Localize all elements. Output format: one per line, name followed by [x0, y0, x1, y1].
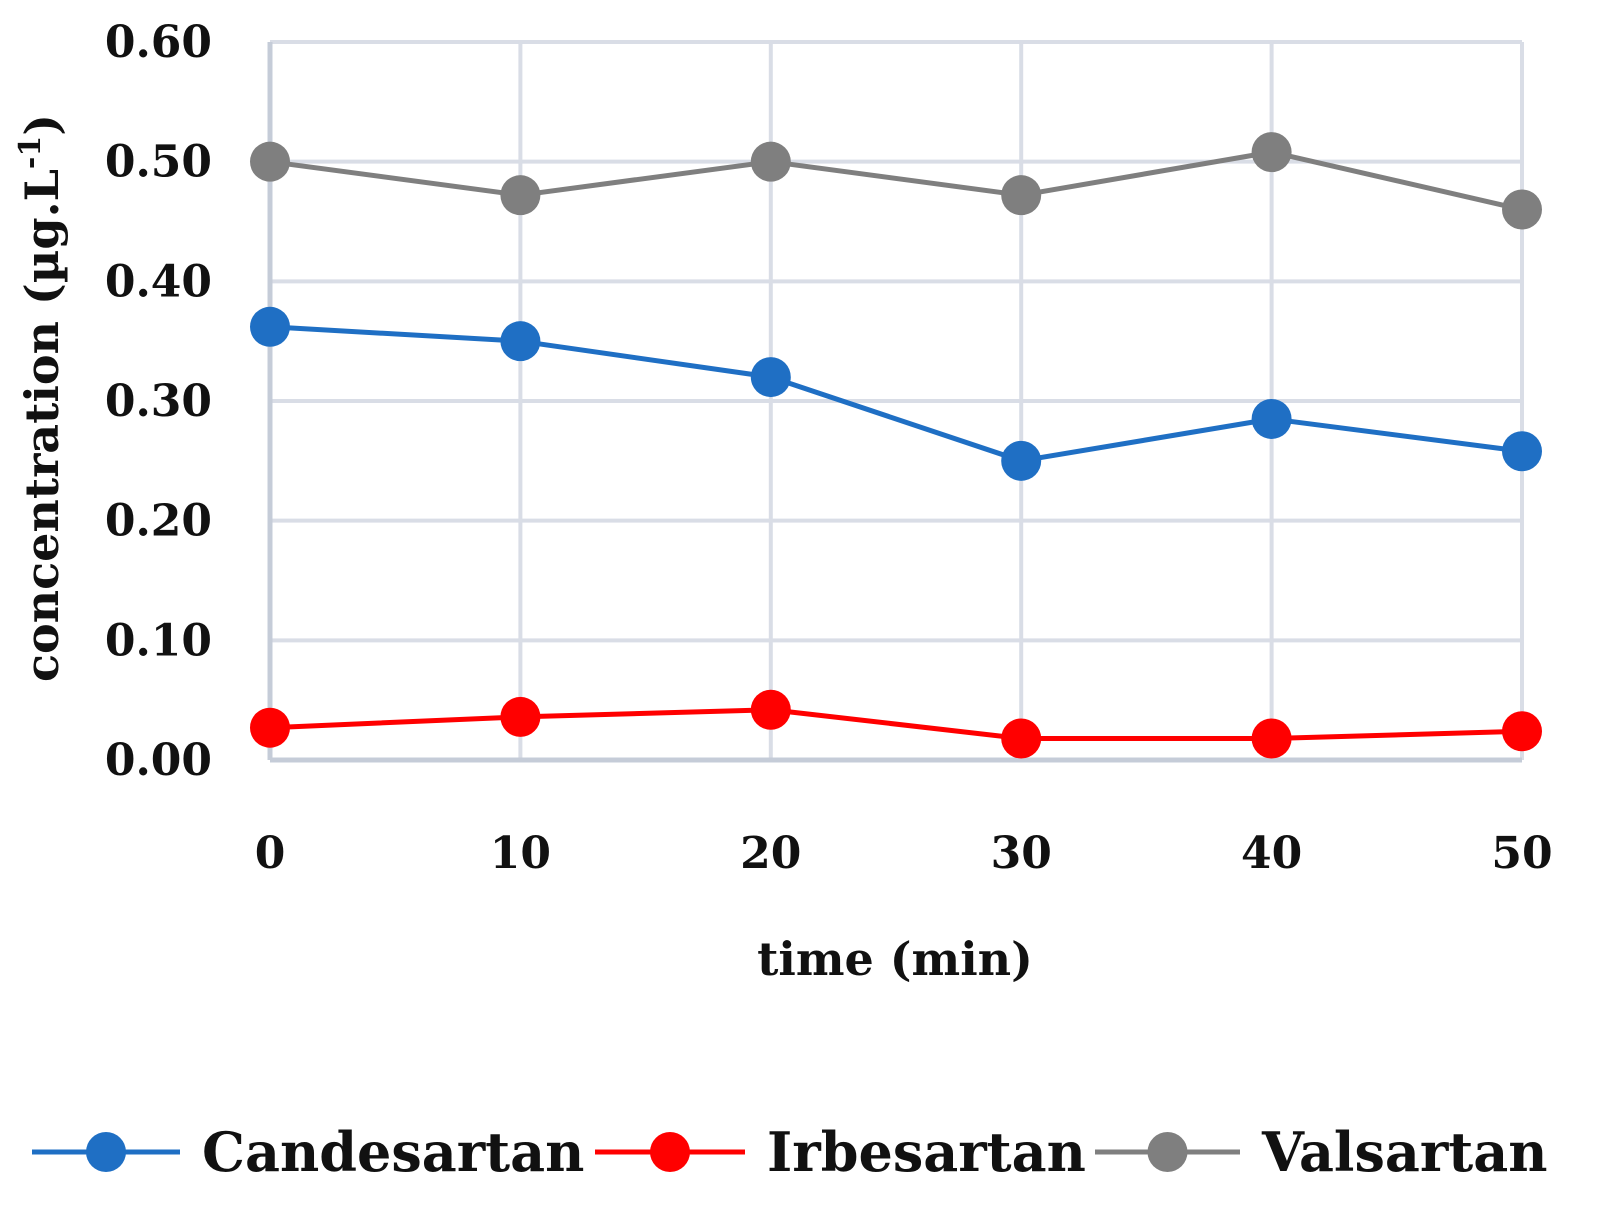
y-tick-label: 0.20	[105, 496, 212, 547]
x-axis-ticks: 0 10 20 30 40 50	[255, 828, 1553, 879]
data-point-candesartan	[1001, 440, 1042, 481]
legend-label-candesartan: Candesartan	[202, 1120, 584, 1184]
series-group	[250, 132, 1542, 759]
data-point-irbesartan	[1502, 711, 1542, 752]
y-axis-title-text: concentration (µg.L	[15, 169, 69, 682]
legend-label-valsartan: Valsartan	[1261, 1120, 1547, 1184]
data-point-irbesartan	[500, 696, 541, 737]
x-tick-label: 20	[740, 828, 801, 879]
grid	[268, 40, 1524, 760]
y-tick-label: 0.30	[105, 376, 212, 427]
legend-item-irbesartan: Irbesartan	[595, 1120, 1086, 1184]
x-tick-label: 30	[991, 828, 1052, 879]
data-point-candesartan	[250, 306, 290, 347]
legend-item-candesartan: Candesartan	[32, 1120, 584, 1184]
legend-marker-irbesartan	[650, 1132, 690, 1172]
data-point-valsartan	[1502, 189, 1542, 230]
data-point-valsartan	[1251, 132, 1292, 173]
y-axis-title-close: )	[15, 114, 69, 136]
data-point-candesartan	[1502, 431, 1542, 472]
data-point-candesartan	[500, 321, 541, 362]
data-point-candesartan	[1251, 398, 1292, 439]
x-tick-label: 10	[490, 828, 551, 879]
legend-marker-valsartan	[1147, 1132, 1188, 1172]
y-tick-label: 0.00	[105, 735, 212, 786]
data-point-irbesartan	[1001, 718, 1042, 759]
y-axis-title: concentration (µg.L-1)	[13, 114, 69, 682]
legend-item-valsartan: Valsartan	[1095, 1120, 1547, 1184]
y-tick-label: 0.60	[105, 17, 212, 68]
series-candesartan	[250, 306, 1542, 481]
legend-label-irbesartan: Irbesartan	[767, 1120, 1086, 1184]
data-point-irbesartan	[750, 689, 791, 730]
series-valsartan	[250, 132, 1542, 230]
series-line-irbesartan	[269, 707, 1523, 741]
legend: Candesartan Irbesartan Valsartan	[32, 1120, 1547, 1184]
data-point-valsartan	[250, 141, 290, 182]
series-line-candesartan	[269, 324, 1523, 464]
x-tick-label: 50	[1491, 828, 1552, 879]
legend-marker-candesartan	[86, 1132, 126, 1172]
y-axis-ticks: 0.00 0.10 0.20 0.30 0.40 0.50 0.60	[105, 17, 212, 786]
data-point-irbesartan	[250, 707, 290, 748]
data-point-candesartan	[750, 357, 791, 398]
series-line-valsartan	[269, 149, 1523, 212]
x-tick-label: 0	[255, 828, 286, 879]
y-axis-title-unit-exponent: -1	[13, 136, 48, 169]
x-axis-title: time (min)	[757, 932, 1033, 986]
data-point-irbesartan	[1251, 718, 1292, 759]
y-tick-label: 0.40	[105, 256, 212, 307]
y-tick-label: 0.10	[105, 615, 212, 666]
data-point-valsartan	[750, 141, 791, 182]
series-irbesartan	[250, 689, 1542, 759]
data-point-valsartan	[1001, 175, 1042, 216]
data-point-valsartan	[500, 175, 541, 216]
x-tick-label: 40	[1241, 828, 1302, 879]
y-tick-label: 0.50	[105, 137, 212, 188]
